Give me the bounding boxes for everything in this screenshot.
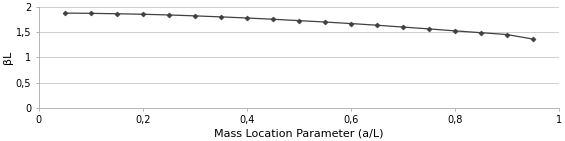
- Y-axis label: βL: βL: [3, 51, 13, 64]
- X-axis label: Mass Location Parameter (a/L): Mass Location Parameter (a/L): [214, 128, 384, 138]
